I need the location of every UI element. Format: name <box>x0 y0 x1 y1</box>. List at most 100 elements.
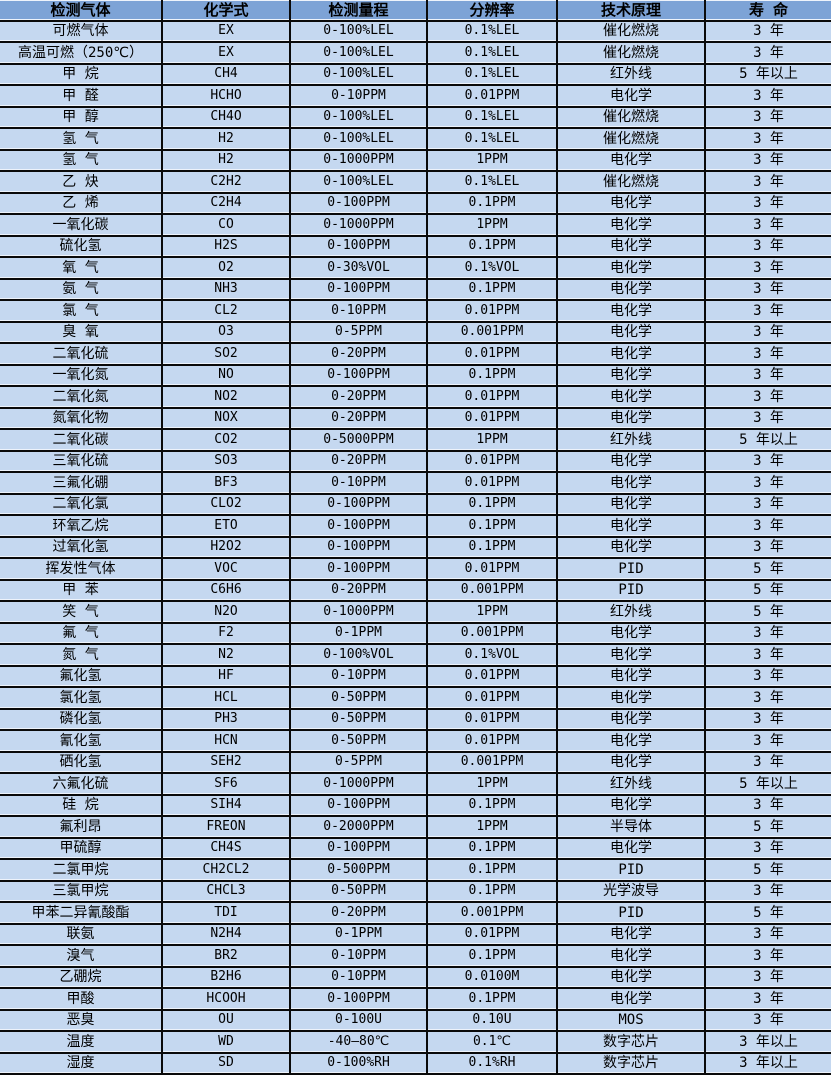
gas-name-cell: 氯 气 <box>0 301 163 323</box>
detection-range-cell: 0-100%RH <box>291 1053 428 1075</box>
chemical-formula-cell: H2 <box>163 150 291 172</box>
resolution-cell: 0.1PPM <box>428 236 558 258</box>
chemical-formula-cell: C6H6 <box>163 580 291 602</box>
detection-range-cell: 0-10PPM <box>291 473 428 495</box>
gas-name-cell: 乙 炔 <box>0 172 163 194</box>
technology-principle-cell: PID <box>558 903 706 925</box>
detection-range-cell: 0-2000PPM <box>291 817 428 839</box>
lifespan-cell: 3 年 <box>706 107 831 129</box>
technology-principle-cell: 催化燃烧 <box>558 107 706 129</box>
resolution-cell: 0.1℃ <box>428 1032 558 1054</box>
table-row: 氧 气 O2 0-30%VOL 0.1%VOL 电化学 3 年 <box>0 258 831 280</box>
resolution-cell: 0.001PPM <box>428 580 558 602</box>
technology-principle-cell: 电化学 <box>558 86 706 108</box>
gas-name-cell: 恶臭 <box>0 1010 163 1032</box>
lifespan-cell: 3 年 <box>706 129 831 151</box>
chemical-formula-cell: CH4 <box>163 64 291 86</box>
gas-name-cell: 硒化氢 <box>0 752 163 774</box>
chemical-formula-cell: SO2 <box>163 344 291 366</box>
chemical-formula-cell: EX <box>163 21 291 43</box>
lifespan-cell: 3 年 <box>706 666 831 688</box>
table-row: 三氯甲烷 CHCL3 0-50PPM 0.1PPM 光学波导 3 年 <box>0 881 831 903</box>
detection-range-cell: 0-10PPM <box>291 967 428 989</box>
table-row: 湿度 SD 0-100%RH 0.1%RH 数字芯片 3 年以上 <box>0 1053 831 1075</box>
table-row: 一氧化碳 CO 0-1000PPM 1PPM 电化学 3 年 <box>0 215 831 237</box>
lifespan-cell: 3 年 <box>706 1010 831 1032</box>
lifespan-cell: 3 年 <box>706 43 831 65</box>
table-row: 氨 气 NH3 0-100PPM 0.1PPM 电化学 3 年 <box>0 279 831 301</box>
detection-range-cell: 0-100PPM <box>291 279 428 301</box>
resolution-cell: 0.01PPM <box>428 666 558 688</box>
gas-name-cell: 氰化氢 <box>0 731 163 753</box>
table-row: 恶臭 OU 0-100U 0.10U MOS 3 年 <box>0 1010 831 1032</box>
resolution-cell: 0.1PPM <box>428 881 558 903</box>
gas-name-cell: 甲 烷 <box>0 64 163 86</box>
technology-principle-cell: 电化学 <box>558 516 706 538</box>
table-row: 溴气 BR2 0-10PPM 0.1PPM 电化学 3 年 <box>0 946 831 968</box>
detection-range-cell: 0-20PPM <box>291 344 428 366</box>
gas-name-cell: 一氧化氮 <box>0 365 163 387</box>
technology-principle-cell: 电化学 <box>558 344 706 366</box>
lifespan-cell: 3 年 <box>706 215 831 237</box>
detection-range-cell: 0-100PPM <box>291 537 428 559</box>
technology-principle-cell: 半导体 <box>558 817 706 839</box>
resolution-cell: 0.1%LEL <box>428 43 558 65</box>
table-row: 乙 烯 C2H4 0-100PPM 0.1PPM 电化学 3 年 <box>0 193 831 215</box>
technology-principle-cell: 电化学 <box>558 258 706 280</box>
gas-name-cell: 笑 气 <box>0 602 163 624</box>
technology-principle-cell: 电化学 <box>558 623 706 645</box>
resolution-cell: 0.1PPM <box>428 860 558 882</box>
technology-principle-cell: 电化学 <box>558 924 706 946</box>
table-row: 氯化氢 HCL 0-50PPM 0.01PPM 电化学 3 年 <box>0 688 831 710</box>
chemical-formula-cell: WD <box>163 1032 291 1054</box>
resolution-cell: 0.1PPM <box>428 365 558 387</box>
detection-range-cell: 0-10PPM <box>291 946 428 968</box>
gas-name-cell: 可燃气体 <box>0 21 163 43</box>
resolution-cell: 0.1%LEL <box>428 107 558 129</box>
technology-principle-cell: 数字芯片 <box>558 1032 706 1054</box>
detection-range-cell: 0-1000PPM <box>291 602 428 624</box>
resolution-cell: 0.10U <box>428 1010 558 1032</box>
chemical-formula-cell: N2H4 <box>163 924 291 946</box>
gas-name-cell: 三氧化硫 <box>0 451 163 473</box>
table-row: 高温可燃（250℃） EX 0-100%LEL 0.1%LEL 催化燃烧 3 年 <box>0 43 831 65</box>
resolution-cell: 0.1PPM <box>428 494 558 516</box>
lifespan-cell: 5 年 <box>706 559 831 581</box>
column-header-gas-name: 检测气体 <box>0 0 163 22</box>
chemical-formula-cell: C2H2 <box>163 172 291 194</box>
resolution-cell: 0.1PPM <box>428 516 558 538</box>
detection-range-cell: 0-1000PPM <box>291 774 428 796</box>
technology-principle-cell: 电化学 <box>558 301 706 323</box>
resolution-cell: 1PPM <box>428 150 558 172</box>
detection-range-cell: 0-100%LEL <box>291 64 428 86</box>
gas-name-cell: 甲酸 <box>0 989 163 1011</box>
resolution-cell: 0.001PPM <box>428 903 558 925</box>
lifespan-cell: 3 年 <box>706 236 831 258</box>
detection-range-cell: 0-20PPM <box>291 903 428 925</box>
gas-name-cell: 氢 气 <box>0 129 163 151</box>
technology-principle-cell: 电化学 <box>558 387 706 409</box>
technology-principle-cell: 数字芯片 <box>558 1053 706 1075</box>
gas-name-cell: 二氯甲烷 <box>0 860 163 882</box>
lifespan-cell: 5 年 <box>706 903 831 925</box>
gas-name-cell: 氯化氢 <box>0 688 163 710</box>
chemical-formula-cell: F2 <box>163 623 291 645</box>
lifespan-cell: 3 年 <box>706 838 831 860</box>
table-row: 二氧化氯 CLO2 0-100PPM 0.1PPM 电化学 3 年 <box>0 494 831 516</box>
resolution-cell: 0.1%LEL <box>428 172 558 194</box>
lifespan-cell: 3 年 <box>706 709 831 731</box>
table-row: 环氧乙烷 ETO 0-100PPM 0.1PPM 电化学 3 年 <box>0 516 831 538</box>
gas-name-cell: 臭 氧 <box>0 322 163 344</box>
chemical-formula-cell: SEH2 <box>163 752 291 774</box>
technology-principle-cell: 红外线 <box>558 602 706 624</box>
resolution-cell: 0.01PPM <box>428 473 558 495</box>
lifespan-cell: 3 年 <box>706 301 831 323</box>
technology-principle-cell: 电化学 <box>558 473 706 495</box>
lifespan-cell: 3 年 <box>706 752 831 774</box>
gas-name-cell: 环氧乙烷 <box>0 516 163 538</box>
detection-range-cell: 0-5PPM <box>291 322 428 344</box>
chemical-formula-cell: N2O <box>163 602 291 624</box>
lifespan-cell: 3 年 <box>706 967 831 989</box>
resolution-cell: 0.1PPM <box>428 795 558 817</box>
